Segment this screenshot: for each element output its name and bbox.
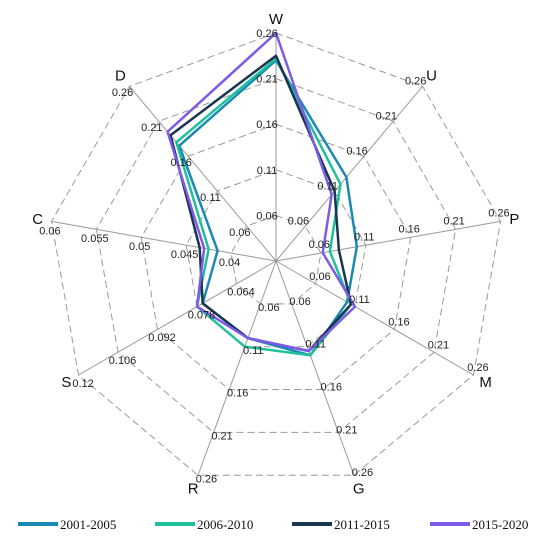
tick-label-G-5: 0.26 <box>352 467 373 479</box>
tick-label-P-5: 0.26 <box>488 208 509 220</box>
tick-label-R-1: 0.06 <box>258 302 279 314</box>
spoke-G <box>275 260 355 476</box>
series-line-2006-2010 <box>175 57 353 357</box>
tick-label-U-1: 0.06 <box>288 215 309 227</box>
tick-label-P-4: 0.21 <box>443 215 464 227</box>
tick-label-U-4: 0.21 <box>376 110 397 122</box>
series-layer <box>166 31 359 357</box>
tick-label-R-2: 0.11 <box>243 345 264 357</box>
tick-label-R-5: 0.26 <box>196 473 217 485</box>
series-line-2001-2005 <box>178 59 359 357</box>
tick-label-D-3: 0.16 <box>170 157 191 169</box>
spoke-M <box>275 260 474 376</box>
legend-label-2001-2005: 2001-2005 <box>60 517 116 532</box>
tick-label-C-5: 0.06 <box>39 225 60 237</box>
tick-label-D-2: 0.11 <box>200 192 221 204</box>
grid-ring-5 <box>50 32 502 476</box>
axis-name-C: C <box>32 211 43 228</box>
axis-name-R: R <box>188 480 199 497</box>
axis-name-P: P <box>509 211 519 228</box>
spoke-S <box>78 260 277 376</box>
legend-label-2011-2015: 2011-2015 <box>334 517 390 532</box>
grid-ring-4 <box>95 78 457 433</box>
spoke-C <box>51 220 277 262</box>
tick-label-U-5: 0.26 <box>405 76 426 88</box>
spoke-R <box>197 260 277 476</box>
tick-label-R-3: 0.16 <box>227 388 248 400</box>
axis-name-M: M <box>479 374 492 391</box>
grid-ring-1 <box>230 214 322 305</box>
tick-label-S-5: 0.12 <box>72 378 93 390</box>
legend-label-2006-2010: 2006-2010 <box>197 517 253 532</box>
tick-label-C-2: 0.045 <box>171 249 199 261</box>
tick-label-S-1: 0.064 <box>227 287 255 299</box>
spoke-D <box>129 86 277 262</box>
tick-label-W-3: 0.16 <box>256 119 277 131</box>
tick-label-W-2: 0.11 <box>257 165 278 177</box>
tick-label-W-5: 0.26 <box>256 28 277 40</box>
tick-label-G-4: 0.21 <box>336 424 357 436</box>
axis-name-D: D <box>115 68 126 85</box>
axis-name-U: U <box>426 68 437 85</box>
tick-label-U-3: 0.16 <box>346 145 367 157</box>
tick-label-C-1: 0.04 <box>219 257 240 269</box>
tick-label-M-4: 0.21 <box>428 339 449 351</box>
tick-label-P-1: 0.06 <box>309 239 330 251</box>
tick-label-W-1: 0.06 <box>256 210 277 222</box>
legend-label-2015-2020: 2015-2020 <box>472 517 528 532</box>
tick-label-G-2: 0.11 <box>305 339 326 351</box>
spoke-U <box>275 86 423 262</box>
tick-label-W-4: 0.21 <box>256 74 277 86</box>
axis-name-S: S <box>61 374 71 391</box>
tick-label-D-5: 0.26 <box>112 87 133 99</box>
spoke-layer <box>51 33 501 476</box>
spoke-P <box>275 220 501 262</box>
grid-ring-3 <box>140 123 412 391</box>
tick-label-P-2: 0.11 <box>354 231 375 243</box>
tick-label-M-5: 0.26 <box>467 362 488 374</box>
series-line-2015-2020 <box>166 31 357 353</box>
tick-label-R-4: 0.21 <box>211 430 232 442</box>
axis-name-G: G <box>353 480 365 497</box>
tick-label-M-2: 0.11 <box>349 294 370 306</box>
tick-label-C-3: 0.05 <box>129 241 150 253</box>
tick-label-G-3: 0.16 <box>321 381 342 393</box>
tick-label-S-2: 0.078 <box>188 309 216 321</box>
tick-label-D-1: 0.06 <box>229 227 250 239</box>
tick-label-U-2: 0.11 <box>317 180 338 192</box>
axis-name-W: W <box>269 11 284 28</box>
tick-label-C-4: 0.055 <box>81 233 109 245</box>
tick-label-S-4: 0.106 <box>109 355 137 367</box>
tick-layer: 0.06 0.11 0.16 0.21 0.26 0.06 0.11 0.16 0.21 0.26… <box>39 28 509 485</box>
tick-label-M-1: 0.06 <box>309 271 330 283</box>
tick-label-S-3: 0.092 <box>148 332 176 344</box>
tick-label-P-3: 0.16 <box>398 223 419 235</box>
axis-name-layer: W U P M G R S C D <box>32 11 519 497</box>
legend: 2001-2005 2006-2010 2011-2015 2015-2020 <box>18 517 528 532</box>
tick-label-M-3: 0.16 <box>388 317 409 329</box>
tick-label-D-4: 0.21 <box>141 122 162 134</box>
tick-label-G-1: 0.06 <box>289 296 310 308</box>
